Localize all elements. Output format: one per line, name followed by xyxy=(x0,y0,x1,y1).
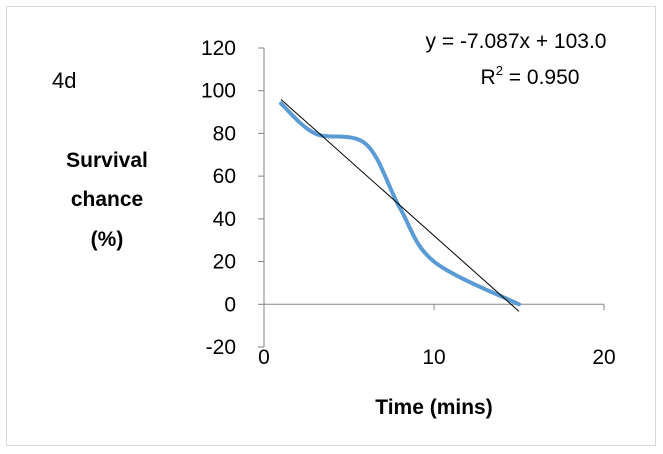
r-squared-label: R2 = 0.950 xyxy=(481,63,580,89)
y-tick-label: 120 xyxy=(201,37,236,60)
y-tick-label: -20 xyxy=(206,336,236,359)
x-tick-label: 0 xyxy=(258,346,270,369)
x-tick-label: 10 xyxy=(422,346,445,369)
chart-frame xyxy=(6,6,656,446)
x-tick-label: 20 xyxy=(592,346,615,369)
series xyxy=(279,99,521,312)
y-axis-label-line-3: (%) xyxy=(91,228,124,251)
y-tick-label: 60 xyxy=(213,165,236,188)
r-squared-sup: 2 xyxy=(496,63,503,78)
y-tick-label: 100 xyxy=(201,80,236,103)
y-axis-label-line-1: Survival xyxy=(66,149,148,172)
trendline-equation: y = -7.087x + 103.0 xyxy=(426,30,607,53)
trendline xyxy=(280,99,520,312)
x-axis-label: Time (mins) xyxy=(375,396,492,419)
data-series-line xyxy=(279,101,521,307)
y-tick-label: 0 xyxy=(224,293,236,316)
y-tick-label: 20 xyxy=(213,251,236,274)
r-squared-suffix: = 0.950 xyxy=(503,66,579,89)
y-tick-label: 80 xyxy=(213,122,236,145)
y-axis-label-line-2: chance xyxy=(71,188,143,211)
y-tick-label: 40 xyxy=(213,208,236,231)
r-squared-prefix: R xyxy=(481,66,496,89)
tick-labels: -20 0 20 40 60 80 100 120 0 10 20 xyxy=(201,37,616,369)
axes xyxy=(258,47,605,348)
panel-label: 4d xyxy=(52,68,76,93)
